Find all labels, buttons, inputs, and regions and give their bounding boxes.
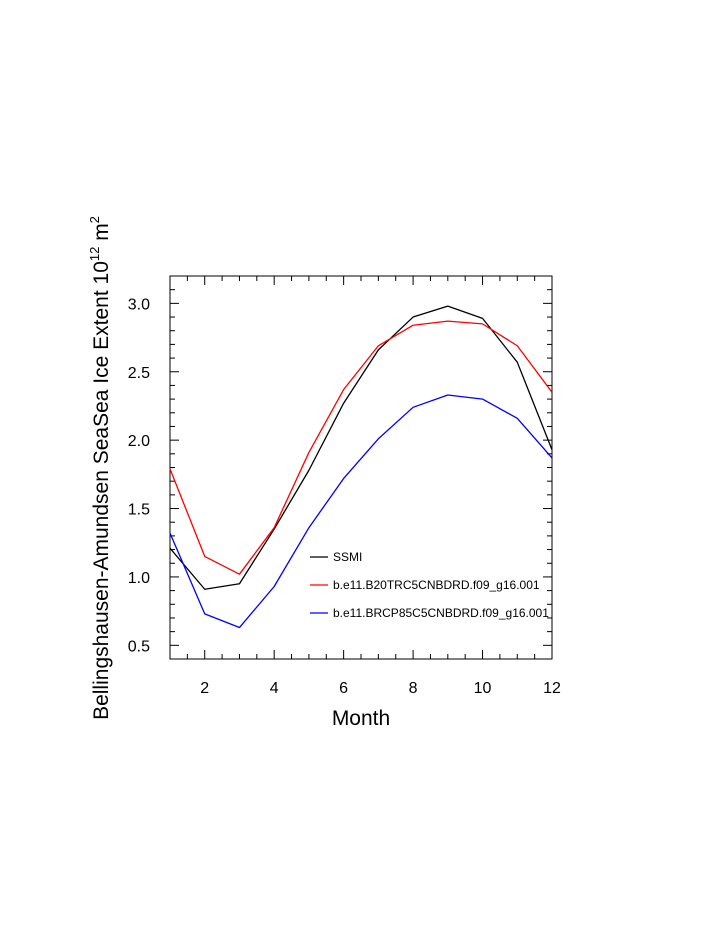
y-axis-title-main: Bellingshausen-Amundsen SeaSea Ice Exten… [90, 261, 113, 720]
x-tick-label: 10 [474, 680, 492, 697]
y-tick-label: 2.0 [128, 433, 150, 450]
x-tick-label: 12 [543, 680, 561, 697]
axis-tick-labels: 2 4 6 8 10 12 0.5 1.0 1.5 2.0 2.5 3.0 [128, 296, 561, 697]
x-tick-label: 2 [200, 680, 209, 697]
x-axis-title: Month [332, 707, 390, 730]
y-tick-label: 2.5 [128, 365, 150, 382]
x-tick-label: 6 [339, 680, 348, 697]
y-axis-title: Bellingshausen-Amundsen SeaSea Ice Exten… [87, 216, 113, 720]
x-tick-label: 4 [270, 680, 279, 697]
legend: SSMI b.e11.B20TRC5CNBDRD.f09_g16.001 b.e11… [310, 550, 549, 620]
y-axis-title-unit: m [90, 223, 113, 246]
legend-label-3: b.e11.BRCP85C5CNBDRD.f09_g16.001 [333, 606, 549, 620]
y-tick-label: 3.0 [128, 296, 150, 313]
axis-ticks [169, 275, 553, 660]
y-tick-label: 0.5 [128, 638, 150, 655]
y-tick-label: 1.0 [128, 570, 150, 587]
legend-label-2: b.e11.B20TRC5CNBDRD.f09_g16.001 [333, 578, 540, 592]
y-axis-title-unit-exponent: 2 [87, 216, 102, 223]
series-line-1 [169, 305, 553, 590]
legend-label-1: SSMI [333, 550, 362, 564]
series-line-3 [169, 394, 553, 629]
x-tick-label: 8 [409, 680, 418, 697]
series-line-2 [169, 320, 553, 575]
y-tick-label: 1.5 [128, 502, 150, 519]
series-lines [169, 305, 553, 629]
y-axis-title-exponent: 12 [87, 247, 102, 261]
